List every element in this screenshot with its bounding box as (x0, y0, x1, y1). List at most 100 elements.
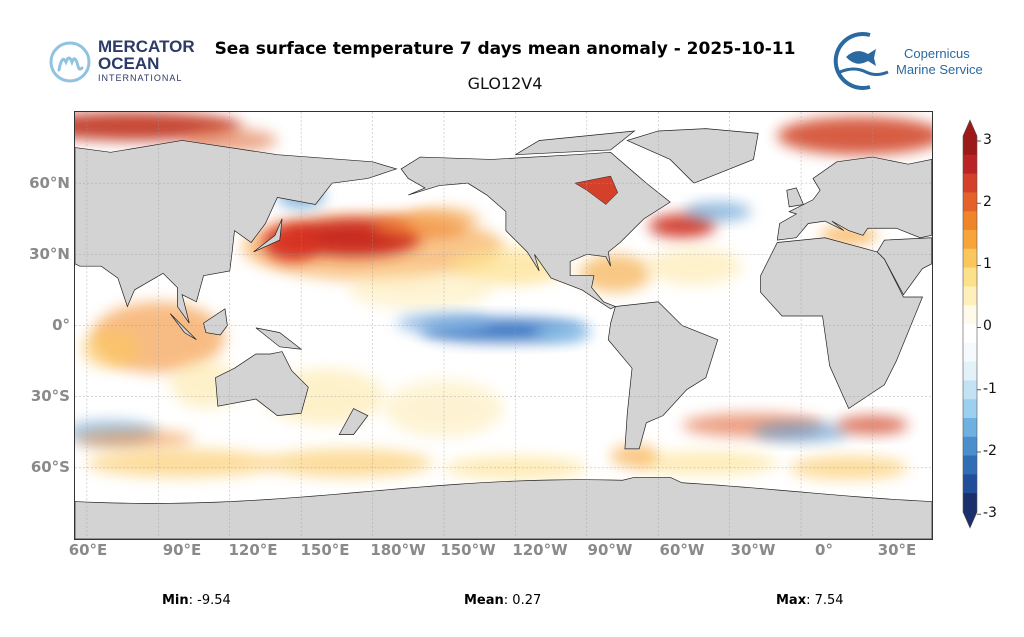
logo-text-marine-service: Marine Service (896, 62, 983, 77)
colorbar-swatch (963, 436, 977, 457)
land-uk (786, 187, 804, 208)
lat-label: 60°S (30, 458, 70, 476)
anomaly-patch (408, 206, 480, 231)
land-asia (74, 140, 398, 324)
colorbar-swatch (963, 248, 977, 269)
stat-max-value: 7.54 (814, 593, 844, 608)
anomaly-patch (789, 455, 909, 480)
lon-label: 60°E (68, 541, 108, 559)
colorbar-swatch (963, 192, 977, 212)
lat-label: 30°S (30, 387, 70, 405)
anomaly-patch (75, 429, 195, 449)
colorbar-swatch (963, 136, 977, 156)
anomaly-patch (684, 202, 752, 222)
stat-min-value: -9.54 (197, 593, 231, 608)
colorbar-swatch (963, 286, 977, 306)
colorbar-tick: -3 (983, 505, 997, 521)
land-new-guinea (255, 327, 303, 350)
stat-mean: Mean: 0.27 (464, 593, 542, 608)
lat-label: 0° (52, 316, 70, 334)
land-europe (776, 156, 933, 241)
colorbar-tick: 0 (983, 318, 992, 334)
fish-icon (833, 32, 889, 90)
map-title: Sea surface temperature 7 days mean anom… (214, 39, 796, 59)
land-antarctica (74, 476, 933, 540)
colorbar-outline (962, 119, 978, 529)
stat-min-label: Min (162, 593, 189, 608)
anomaly-patch (836, 415, 909, 435)
lat-label: 30°N (29, 245, 70, 263)
stat-max: Max: 7.54 (776, 593, 844, 608)
logo-text-mercator: MERCATOR (98, 37, 195, 56)
anomaly-patch (348, 270, 492, 309)
lon-label: 120°W (512, 541, 568, 559)
land-japan (253, 218, 283, 253)
logo-text-ocean: OCEAN (98, 54, 160, 73)
colorbar-swatch (963, 380, 977, 400)
colorbar-tick: 1 (983, 256, 992, 272)
anomaly-patch (82, 330, 140, 369)
colorbar-tick: 2 (983, 194, 992, 210)
lon-label: 0° (815, 541, 833, 559)
colorbar-swatch (963, 455, 977, 475)
lon-label: 60°W (659, 541, 705, 559)
copernicus-marine-logo: Copernicus Marine Service (830, 30, 990, 92)
lon-label: 180°W (370, 541, 426, 559)
anomaly-patch (610, 444, 659, 468)
anomaly-patch (634, 451, 778, 475)
map-subtitle: GLO12V4 (467, 74, 543, 93)
colorbar-swatch (963, 305, 977, 325)
lon-label: 30°E (877, 541, 917, 559)
colorbar-swatch (963, 173, 977, 193)
stat-mean-value: 0.27 (512, 593, 542, 608)
anomaly-patch (534, 323, 592, 343)
colorbar-swatch (963, 474, 977, 494)
lon-label: 90°W (587, 541, 633, 559)
anomaly-patch (265, 448, 433, 478)
anomaly-patch (646, 247, 742, 286)
graticule (75, 112, 932, 539)
colorbar-swatch (963, 154, 977, 175)
colorbar-swatch (963, 324, 977, 344)
colorbar (962, 119, 981, 529)
land-arctic-islands (515, 130, 636, 156)
colorbar-swatch (963, 361, 977, 381)
colorbar-tick: 3 (983, 132, 992, 148)
land-new-zealand (338, 408, 369, 435)
colorbar-swatch (963, 418, 977, 438)
land-masses (74, 128, 933, 540)
stat-mean-label: Mean (464, 593, 504, 608)
lon-label: 150°E (300, 541, 350, 559)
anomaly-patch (86, 448, 278, 478)
colorbar-tick: -2 (983, 443, 997, 459)
lon-label: 30°W (730, 541, 776, 559)
mercator-ocean-logo: MERCATOR OCEAN INTERNATIONAL (48, 38, 195, 86)
lat-label: 60°N (29, 174, 70, 192)
logo-text-copernicus: Copernicus (904, 46, 970, 61)
colorbar-extend-min (963, 512, 977, 528)
map-canvas (27, 111, 944, 540)
lon-label: 90°E (162, 541, 202, 559)
colorbar-swatch (963, 342, 977, 363)
land-middle-east (876, 237, 933, 296)
land-south-america (607, 301, 719, 450)
lon-label: 150°W (440, 541, 496, 559)
anomaly-patch (777, 116, 944, 155)
mercator-m-icon (49, 41, 91, 83)
colorbar-swatch (963, 230, 977, 250)
colorbar-swatch (963, 211, 977, 231)
stat-min: Min: -9.54 (162, 593, 231, 608)
colorbar-swatch (963, 399, 977, 419)
sst-anomaly-map[interactable] (27, 111, 944, 540)
anomaly-patch (648, 213, 716, 238)
colorbar-swatch (963, 267, 977, 287)
logo-text-international: INTERNATIONAL (98, 73, 183, 83)
anomaly-patch (579, 254, 652, 293)
colorbar-tick: -1 (983, 381, 997, 397)
land-australia (215, 351, 309, 417)
stat-max-label: Max (776, 593, 807, 608)
colorbar-extend-max (963, 120, 977, 136)
anomaly-patch (27, 111, 242, 141)
land-sumatra (169, 313, 197, 341)
colorbar-swatch (963, 493, 977, 513)
